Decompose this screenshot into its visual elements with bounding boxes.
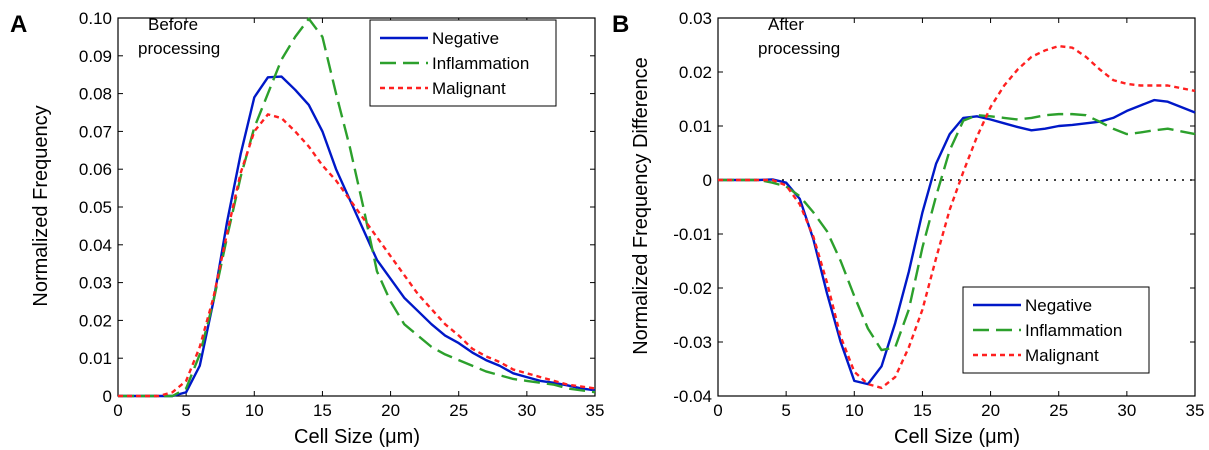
panel-a-letter: A bbox=[10, 11, 27, 38]
panel-a-x-tick-label: 5 bbox=[181, 401, 190, 420]
panel-a-legend: Negative Inflammation Malignant bbox=[369, 19, 557, 107]
panel-a-y-tick-label: 0.05 bbox=[79, 198, 112, 217]
panel-b-axes-box bbox=[717, 17, 1196, 397]
panel-b-x-tick-label: 30 bbox=[1117, 401, 1136, 420]
panel-b-x-tick-label: 35 bbox=[1186, 401, 1205, 420]
panel-b-y-tick-label: -0.02 bbox=[673, 279, 712, 298]
panel-a-y-tick-label: 0.03 bbox=[79, 274, 112, 293]
panel-b-x-tick-label: 0 bbox=[713, 401, 722, 420]
panel-b-series-inflammation-line bbox=[718, 112, 1196, 352]
panel-a-y-tick-label: 0.01 bbox=[79, 349, 112, 368]
panel-b-letter: B bbox=[612, 11, 629, 38]
panel-b-y-tick-label: 0.02 bbox=[679, 63, 712, 82]
panel-b-annotation-line-1: After bbox=[768, 15, 804, 34]
panel-a-y-tick-label: 0.02 bbox=[79, 311, 112, 330]
panel-a-x-tick-label: 35 bbox=[586, 401, 605, 420]
panel-a-series-malignant-line bbox=[118, 113, 596, 398]
panel-b-x-tick-label: 20 bbox=[981, 401, 1000, 420]
panel-a-legend-label-negative: Negative bbox=[432, 29, 499, 48]
panel-a-x-tick-label: 10 bbox=[245, 401, 264, 420]
panel-a-series-negative-line bbox=[118, 75, 596, 398]
panel-a-legend-label-inflammation: Inflammation bbox=[432, 54, 529, 73]
panel-b-series-negative-line bbox=[718, 98, 1196, 386]
panel-a-y-tick-label: 0.09 bbox=[79, 47, 112, 66]
panel-b-y-tick-label: 0.03 bbox=[679, 9, 712, 28]
panel-a-x-tick-label: 15 bbox=[313, 401, 332, 420]
panel-b-y-tick-label: -0.04 bbox=[673, 387, 712, 406]
panel-b-legend-label-malignant: Malignant bbox=[1025, 346, 1099, 365]
panel-b-x-tick-label: 15 bbox=[913, 401, 932, 420]
panel-a-x-axis-label: Cell Size (μm) bbox=[294, 426, 420, 448]
panel-a-x-tick-label: 25 bbox=[449, 401, 468, 420]
panel-a-chart: A Before processing Cell Size (μm) Norma… bbox=[10, 9, 604, 448]
panel-a-y-tick-label: 0.07 bbox=[79, 122, 112, 141]
panel-a-y-tick-label: 0.04 bbox=[79, 236, 112, 255]
panel-a-y-tick-label: 0.06 bbox=[79, 160, 112, 179]
panel-b-y-tick-label: 0.01 bbox=[679, 117, 712, 136]
panel-b-legend-box bbox=[962, 286, 1150, 374]
panel-a-y-axis-label: Normalized Frequency bbox=[30, 105, 52, 306]
panel-b-legend: Negative Inflammation Malignant bbox=[962, 286, 1150, 374]
panel-b-y-tick-label: -0.01 bbox=[673, 225, 712, 244]
panel-a-annotation-line-2: processing bbox=[138, 39, 220, 58]
panel-a-legend-box bbox=[369, 19, 557, 107]
panel-b-x-tick-label: 5 bbox=[781, 401, 790, 420]
panel-a-x-tick-label: 20 bbox=[381, 401, 400, 420]
panel-a-y-tick-label: 0.10 bbox=[79, 9, 112, 28]
panel-a-x-tick-label: 0 bbox=[113, 401, 122, 420]
panel-a-annotation-line-1: Before bbox=[148, 15, 198, 34]
panel-b-legend-label-inflammation: Inflammation bbox=[1025, 321, 1122, 340]
panel-a-series-inflammation-line bbox=[118, 17, 596, 398]
panel-b-y-tick-label: 0 bbox=[703, 171, 712, 190]
panel-b-legend-label-negative: Negative bbox=[1025, 296, 1092, 315]
panel-a-y-tick-label: 0 bbox=[103, 387, 112, 406]
panel-b-chart: B After processing Cell Size (μm) Normal… bbox=[612, 9, 1204, 448]
panel-a-x-tick-label: 30 bbox=[517, 401, 536, 420]
panel-b-y-axis-label: Normalized Frequency Difference bbox=[630, 57, 652, 355]
panel-a-y-tick-label: 0.08 bbox=[79, 85, 112, 104]
panel-a-legend-label-malignant: Malignant bbox=[432, 79, 506, 98]
panel-b-annotation-line-2: processing bbox=[758, 39, 840, 58]
panel-b-x-tick-label: 10 bbox=[845, 401, 864, 420]
panel-b-series-malignant-line bbox=[718, 44, 1196, 390]
panel-b-x-axis-label: Cell Size (μm) bbox=[894, 426, 1020, 448]
panel-b-y-tick-label: -0.03 bbox=[673, 333, 712, 352]
panel-b-x-tick-label: 25 bbox=[1049, 401, 1068, 420]
